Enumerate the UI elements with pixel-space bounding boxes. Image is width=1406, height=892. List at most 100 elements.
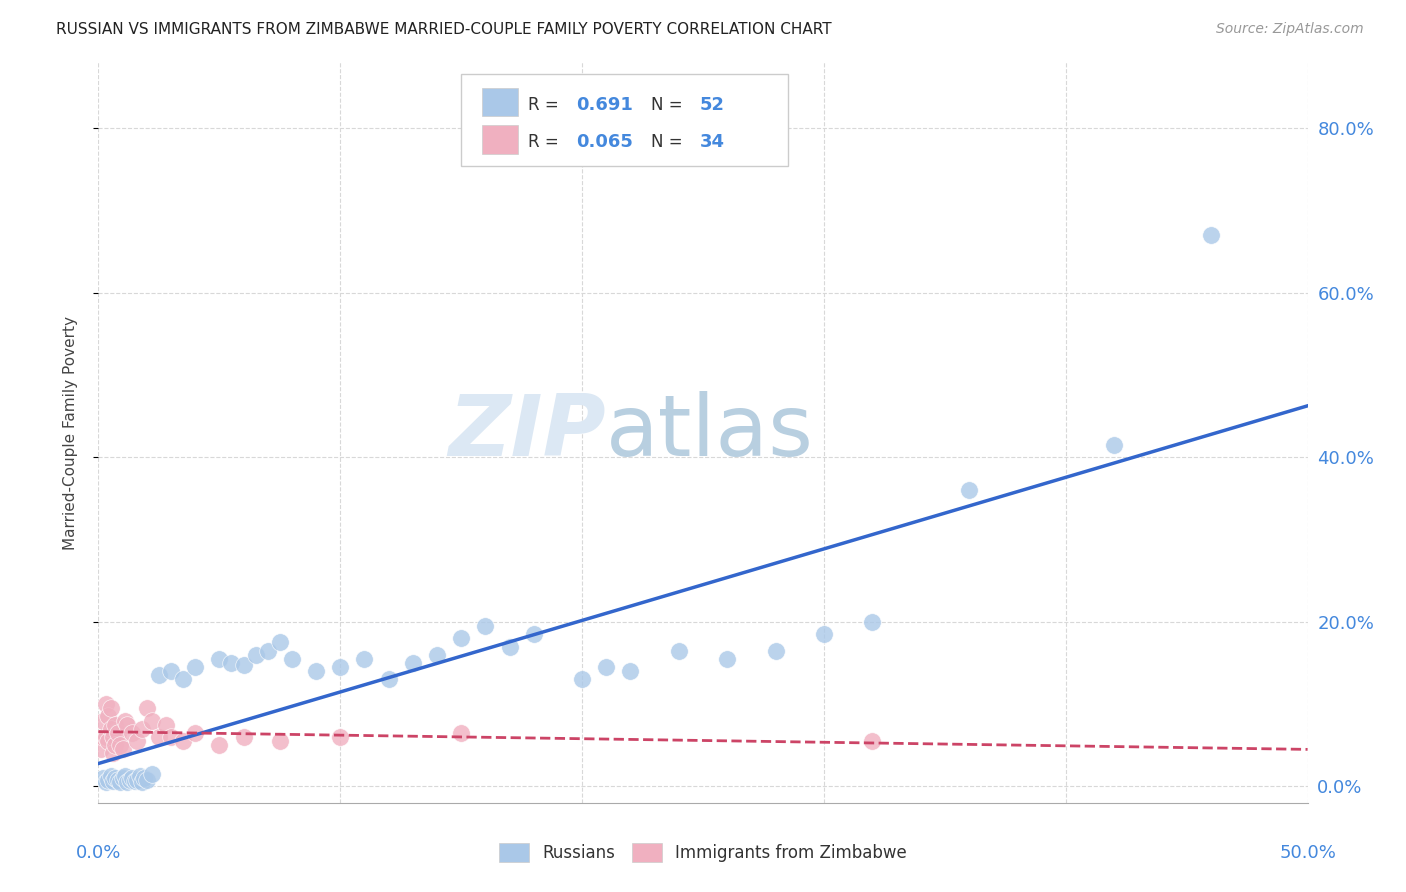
Point (121, 726, 143, 740)
Text: N =: N = (651, 95, 688, 113)
Point (184, 660, 207, 674)
Point (97, 734, 120, 748)
Point (90, 742, 112, 756)
Point (1102, 438, 1125, 452)
Point (141, 714, 163, 728)
Point (450, 632, 472, 646)
Text: 0.065: 0.065 (576, 133, 633, 151)
Point (107, 772, 129, 787)
Point (104, 771, 127, 785)
Point (474, 619, 496, 633)
Point (377, 673, 399, 687)
Point (104, 738, 127, 752)
Point (100, 722, 122, 736)
Text: 50.0%: 50.0% (1279, 844, 1336, 862)
Point (813, 627, 835, 641)
Point (111, 771, 134, 785)
Point (117, 775, 139, 789)
Point (595, 660, 617, 674)
Point (619, 664, 641, 678)
Point (245, 648, 267, 662)
Point (155, 717, 177, 731)
Point (100, 701, 122, 715)
Point (94, 730, 117, 744)
Point (127, 734, 149, 748)
Text: ZIP: ZIP (449, 391, 606, 475)
Point (94, 697, 117, 711)
Point (104, 717, 127, 731)
Point (860, 734, 883, 748)
Point (1199, 228, 1222, 243)
Point (232, 657, 254, 672)
Point (121, 771, 143, 785)
Point (91, 730, 114, 744)
Point (101, 774, 124, 789)
Point (329, 730, 352, 744)
Point (208, 652, 231, 666)
Point (305, 664, 328, 678)
Point (135, 772, 157, 787)
Point (91, 771, 114, 785)
Legend: Russians, Immigrants from Zimbabwe: Russians, Immigrants from Zimbabwe (492, 836, 914, 869)
Point (127, 772, 149, 787)
Point (765, 643, 787, 657)
Text: R =: R = (527, 133, 564, 151)
Point (957, 483, 980, 498)
Point (148, 668, 170, 682)
Point (160, 664, 183, 678)
Bar (482, 88, 517, 117)
Point (353, 652, 375, 666)
Point (450, 726, 472, 740)
Bar (482, 126, 517, 153)
Point (101, 730, 124, 744)
Text: 0.0%: 0.0% (76, 844, 121, 862)
Text: 52: 52 (699, 95, 724, 113)
Point (269, 635, 291, 649)
Point (172, 673, 194, 687)
Point (114, 769, 136, 783)
Point (160, 730, 183, 744)
Point (329, 660, 352, 674)
Point (281, 652, 304, 666)
Point (101, 747, 124, 761)
Point (571, 673, 593, 687)
Point (135, 701, 157, 715)
Point (111, 742, 134, 756)
Point (131, 722, 153, 736)
Point (860, 615, 883, 629)
Point (148, 730, 170, 744)
FancyBboxPatch shape (461, 73, 787, 166)
Point (523, 627, 546, 641)
Point (94, 775, 117, 789)
Point (124, 774, 146, 789)
Point (131, 775, 153, 789)
Point (141, 767, 163, 781)
Point (117, 717, 139, 731)
Point (134, 771, 156, 785)
Point (118, 772, 141, 787)
Text: 0.691: 0.691 (576, 95, 633, 113)
Text: 34: 34 (699, 133, 724, 151)
Point (97, 772, 120, 787)
Point (269, 734, 291, 748)
Point (100, 769, 122, 783)
Text: N =: N = (651, 133, 688, 151)
Point (172, 734, 194, 748)
Point (402, 656, 425, 670)
Point (108, 738, 131, 752)
Point (426, 648, 449, 662)
Text: RUSSIAN VS IMMIGRANTS FROM ZIMBABWE MARRIED-COUPLE FAMILY POVERTY CORRELATION CH: RUSSIAN VS IMMIGRANTS FROM ZIMBABWE MARR… (56, 22, 832, 37)
Point (232, 730, 254, 744)
Point (498, 640, 520, 654)
Point (256, 643, 278, 657)
Point (128, 769, 150, 783)
Point (114, 714, 136, 728)
Text: Source: ZipAtlas.com: Source: ZipAtlas.com (1216, 22, 1364, 37)
Point (91, 714, 114, 728)
Text: atlas: atlas (606, 391, 814, 475)
Point (107, 726, 129, 740)
Point (221, 656, 243, 670)
Point (668, 643, 690, 657)
Point (208, 738, 231, 752)
Point (97, 709, 120, 723)
